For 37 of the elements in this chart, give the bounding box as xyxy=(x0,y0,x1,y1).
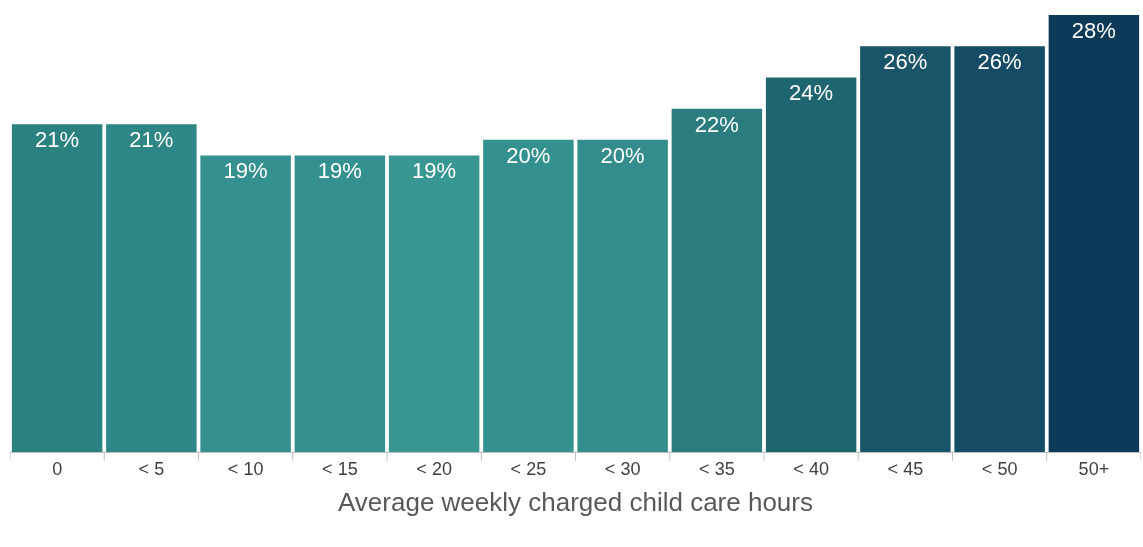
data-label: 19% xyxy=(412,158,457,184)
bar xyxy=(388,155,480,452)
data-label: 20% xyxy=(506,142,551,168)
data-label: 20% xyxy=(600,142,645,168)
data-label: 21% xyxy=(35,127,80,153)
data-label: 21% xyxy=(129,127,174,153)
x-tick-label: < 15 xyxy=(322,458,358,479)
x-tick-label: < 40 xyxy=(793,458,829,479)
bar xyxy=(294,155,386,452)
data-label: 28% xyxy=(1071,18,1116,43)
data-label: 22% xyxy=(694,111,739,137)
x-tick-label: < 45 xyxy=(887,458,924,479)
bar xyxy=(11,124,103,452)
bar xyxy=(106,124,197,452)
x-tick-label: < 50 xyxy=(981,458,1018,479)
x-tick-label: < 30 xyxy=(604,458,641,479)
data-label: 26% xyxy=(883,49,928,75)
x-tick-label: < 25 xyxy=(510,458,547,479)
x-tick-label: 0 xyxy=(52,458,63,479)
bar xyxy=(200,155,291,452)
data-label: 24% xyxy=(789,80,834,106)
bar xyxy=(765,77,857,452)
data-label: 19% xyxy=(223,158,268,184)
x-tick-label: < 10 xyxy=(227,458,264,479)
bar xyxy=(954,46,1045,452)
x-tick-label: 50+ xyxy=(1078,458,1110,479)
x-axis-title: Average weekly charged child care hours xyxy=(337,487,814,518)
data-label: 19% xyxy=(317,158,362,184)
bar xyxy=(860,46,951,452)
bar xyxy=(671,108,763,452)
x-tick-label: < 5 xyxy=(138,458,165,479)
bar xyxy=(577,139,668,452)
data-label: 26% xyxy=(977,49,1022,75)
x-tick-label: < 20 xyxy=(416,458,452,479)
bar xyxy=(1048,15,1140,452)
x-tick-label: < 35 xyxy=(699,458,735,479)
bar xyxy=(483,139,574,452)
